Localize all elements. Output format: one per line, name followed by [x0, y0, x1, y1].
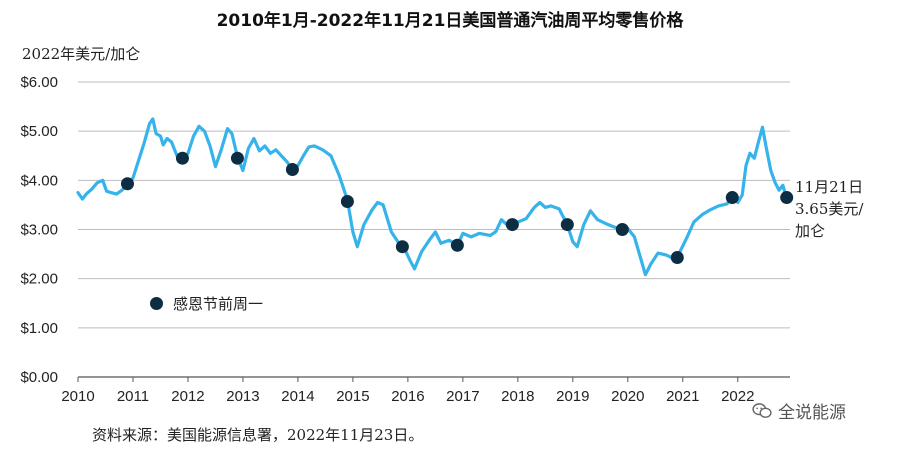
x-tick-label: 2011 [117, 388, 149, 405]
thanksgiving-marker [670, 251, 684, 265]
thanksgiving-marker [780, 191, 794, 205]
thanksgiving-marker [560, 218, 574, 232]
y-tick-label: $6.00 [20, 74, 58, 91]
y-axis-unit-label: 2022年美元/加仑 [22, 45, 141, 63]
x-tick-label: 2019 [556, 388, 589, 405]
thanksgiving-marker [340, 194, 354, 208]
legend-marker-icon [150, 297, 163, 310]
x-tick-label: 2013 [226, 388, 259, 405]
thanksgiving-marker [120, 177, 134, 191]
x-tick-label: 2017 [446, 388, 479, 405]
thanksgiving-marker [395, 240, 409, 254]
legend-label: 感恩节前周一 [173, 295, 264, 313]
thanksgiving-marker [175, 151, 189, 165]
latest-value-annotation: 11月21日 3.65美元/ 加仑 [795, 176, 863, 242]
y-tick-label: $2.00 [20, 271, 58, 288]
x-tick-label: 2014 [281, 388, 314, 405]
thanksgiving-marker [230, 151, 244, 165]
thanksgiving-marker [450, 238, 464, 252]
y-axis-ticks: $0.00 $1.00 $2.00 $3.00 $4.00 $5.00 $6.00 [20, 74, 58, 386]
x-tick-label: 2012 [171, 388, 204, 405]
x-axis-ticks: 2010 2011 2012 2013 2014 2015 2016 2017 2018 2019… [61, 377, 754, 405]
marker-group [120, 151, 794, 265]
chart-title: 2010年1月-2022年11月21日美国普通汽油周平均零售价格 [216, 11, 684, 31]
annotation-line-3: 加仑 [795, 222, 826, 240]
legend: 感恩节前周一 [150, 293, 263, 314]
thanksgiving-marker [505, 218, 519, 232]
series-group [76, 117, 788, 277]
y-tick-label: $1.00 [20, 320, 58, 337]
x-tick-label: 2021 [666, 388, 699, 405]
series-line [76, 117, 788, 277]
annotation-line-2: 3.65美元/ [795, 200, 864, 218]
x-tick-label: 2018 [501, 388, 534, 405]
source-note: 资料来源：美国能源信息署，2022年11月23日。 [92, 426, 424, 444]
watermark-text: 全说能源 [778, 403, 846, 423]
thanksgiving-marker [725, 191, 739, 205]
wechat-icon [752, 402, 772, 418]
watermark: 全说能源 [752, 398, 846, 423]
y-tick-label: $4.00 [20, 172, 58, 189]
x-tick-label: 2010 [61, 388, 94, 405]
y-tick-label: $0.00 [20, 369, 58, 386]
gridlines [78, 81, 790, 378]
thanksgiving-marker [285, 163, 299, 177]
y-tick-label: $3.00 [20, 222, 58, 239]
thanksgiving-marker [615, 223, 629, 236]
x-tick-label: 2015 [336, 388, 369, 405]
x-tick-label: 2016 [391, 388, 424, 405]
x-tick-label: 2022 [721, 388, 754, 405]
y-tick-label: $5.00 [20, 123, 58, 140]
x-tick-label: 2020 [611, 388, 644, 405]
annotation-line-1: 11月21日 [795, 178, 864, 196]
